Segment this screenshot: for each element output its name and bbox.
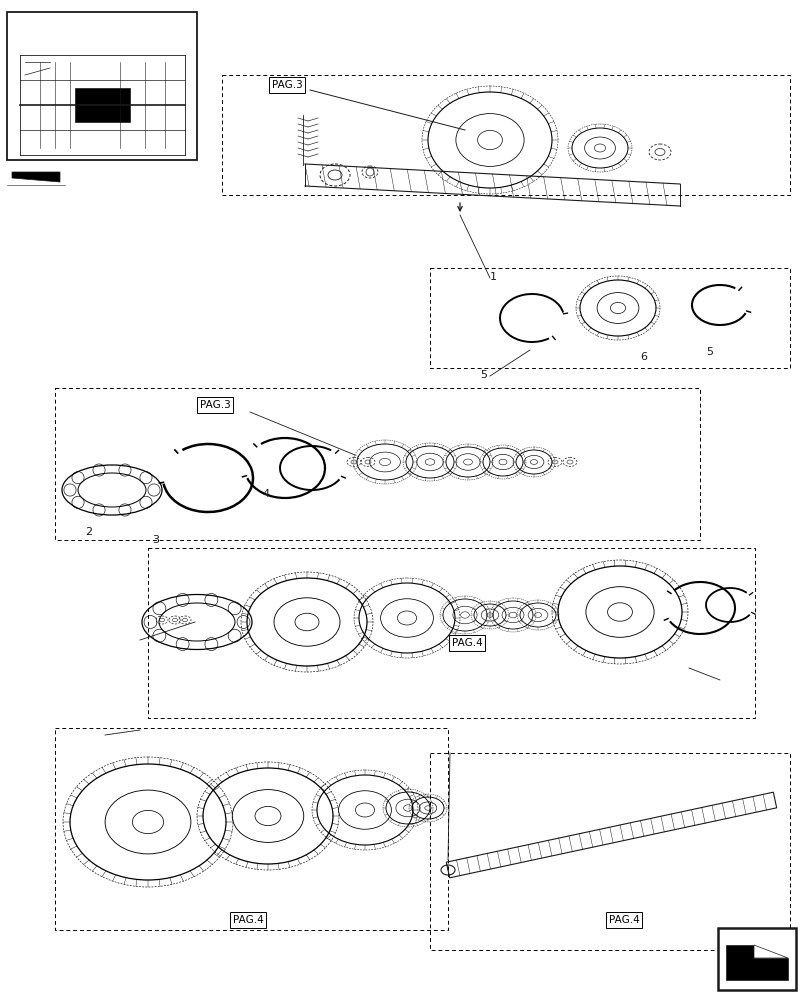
Text: PAG.4: PAG.4: [232, 915, 263, 925]
Polygon shape: [753, 945, 787, 958]
Polygon shape: [12, 172, 60, 182]
Text: 2: 2: [85, 527, 92, 537]
Text: PAG.3: PAG.3: [200, 400, 230, 410]
Polygon shape: [725, 945, 787, 980]
Text: PAG.3: PAG.3: [272, 80, 302, 90]
Text: PAG.4: PAG.4: [451, 638, 482, 648]
Text: 3: 3: [152, 535, 159, 545]
Bar: [717, 928, 795, 990]
Text: 4: 4: [262, 489, 268, 499]
Text: 5: 5: [479, 370, 487, 380]
Text: PAG.4: PAG.4: [608, 915, 638, 925]
Text: 1: 1: [489, 272, 496, 282]
Text: 5: 5: [705, 347, 712, 357]
Text: 6: 6: [639, 352, 646, 362]
Bar: [7, 12, 197, 160]
Bar: [75, 88, 130, 122]
